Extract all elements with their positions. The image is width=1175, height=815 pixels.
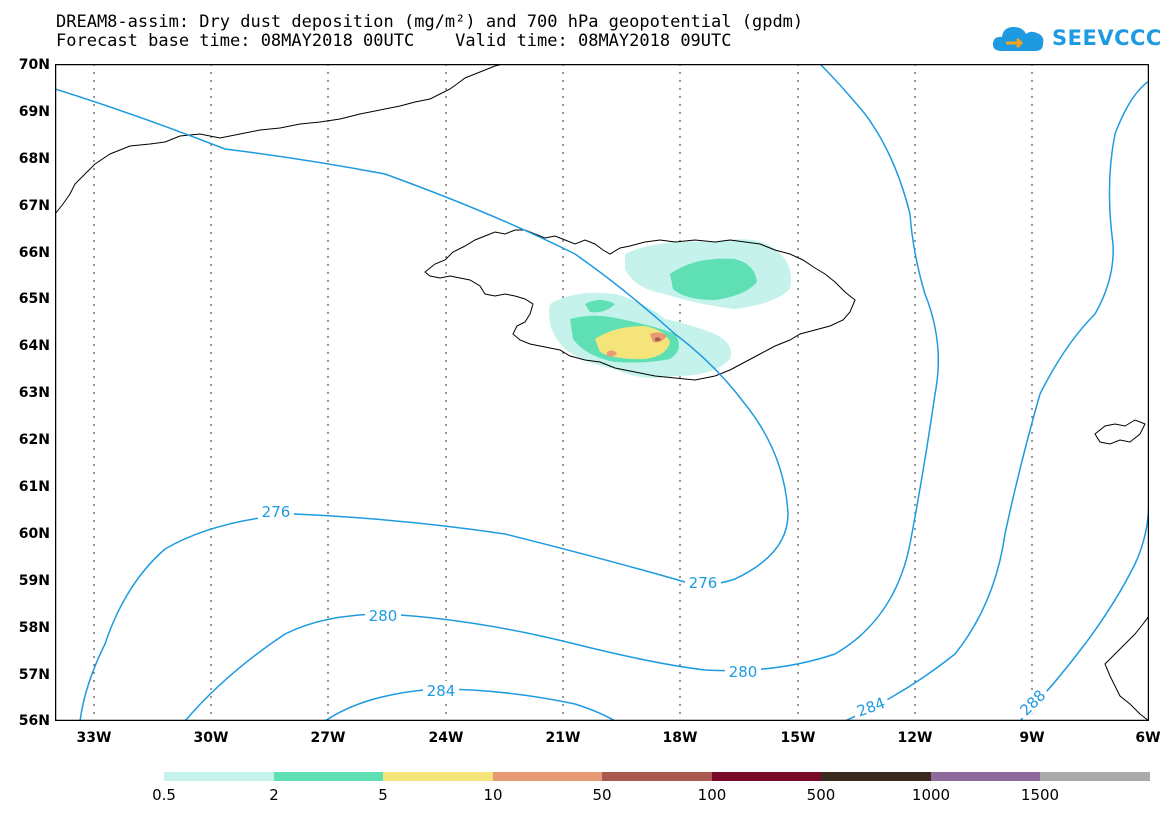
- lon-label: 30W: [193, 730, 229, 746]
- map-subtitle: Forecast base time: 08MAY2018 00UTC Vali…: [56, 31, 732, 51]
- lon-label: 6W: [1135, 730, 1161, 746]
- contour-label: 284: [427, 682, 456, 700]
- lat-label: 56N: [18, 713, 50, 729]
- colorbar-label: 1000: [911, 786, 951, 804]
- colorbar-label: 0.5: [152, 786, 176, 804]
- colorbar-label: 2: [269, 786, 279, 804]
- geopotential-contours: [55, 64, 1149, 721]
- lat-label: 68N: [18, 151, 50, 167]
- colorbar-label: 100: [697, 786, 727, 804]
- lon-label: 27W: [310, 730, 346, 746]
- coastline: [55, 64, 1149, 721]
- lat-label: 58N: [18, 620, 50, 636]
- lat-label: 66N: [18, 245, 50, 261]
- map-title: DREAM8-assim: Dry dust deposition (mg/m²…: [56, 12, 804, 32]
- lon-label: 12W: [897, 730, 933, 746]
- colorbar-label: 500: [806, 786, 836, 804]
- lon-label: 24W: [428, 730, 464, 746]
- lat-label: 63N: [18, 385, 50, 401]
- dust-deposition: [549, 239, 791, 378]
- lat-label: 67N: [18, 198, 50, 214]
- lat-label: 70N: [18, 57, 50, 73]
- map-plot: 276 276 280 280 284 284 288: [55, 64, 1149, 721]
- colorbar-label: 10: [483, 786, 503, 804]
- colorbar-swatch: [274, 772, 383, 781]
- logo-text: SEEVCCC: [1052, 26, 1162, 50]
- contour-label: 280: [729, 663, 758, 681]
- colorbar-label: 5: [378, 786, 388, 804]
- colorbar-label: 1500: [1020, 786, 1060, 804]
- lat-label: 65N: [18, 291, 50, 307]
- seevccc-logo: SEEVCCC: [990, 20, 1162, 56]
- lat-label: 57N: [18, 667, 50, 683]
- lat-label: 59N: [18, 573, 50, 589]
- lat-label: 62N: [18, 432, 50, 448]
- contour-label: 276: [262, 503, 291, 521]
- graticule: [93, 64, 1033, 721]
- lon-label: 15W: [780, 730, 816, 746]
- colorbar-swatch: [383, 772, 493, 781]
- contour-label: 276: [689, 574, 718, 592]
- lon-label: 9W: [1019, 730, 1045, 746]
- colorbar-swatch: [493, 772, 602, 781]
- contour-label: 280: [369, 607, 398, 625]
- colorbar-swatch: [931, 772, 1040, 781]
- colorbar-swatch: [821, 772, 931, 781]
- lat-label: 64N: [18, 338, 50, 354]
- cloud-icon: [992, 27, 1044, 51]
- lon-label: 18W: [662, 730, 698, 746]
- lon-label: 33W: [76, 730, 112, 746]
- lat-label: 69N: [18, 104, 50, 120]
- colorbar-swatch: [164, 772, 274, 781]
- colorbar-swatch: [602, 772, 712, 781]
- lat-label: 60N: [18, 526, 50, 542]
- lat-label: 61N: [18, 479, 50, 495]
- colorbar-swatch: [712, 772, 821, 781]
- colorbar-label: 50: [592, 786, 612, 804]
- colorbar-swatch: [1040, 772, 1150, 781]
- lon-label: 21W: [545, 730, 581, 746]
